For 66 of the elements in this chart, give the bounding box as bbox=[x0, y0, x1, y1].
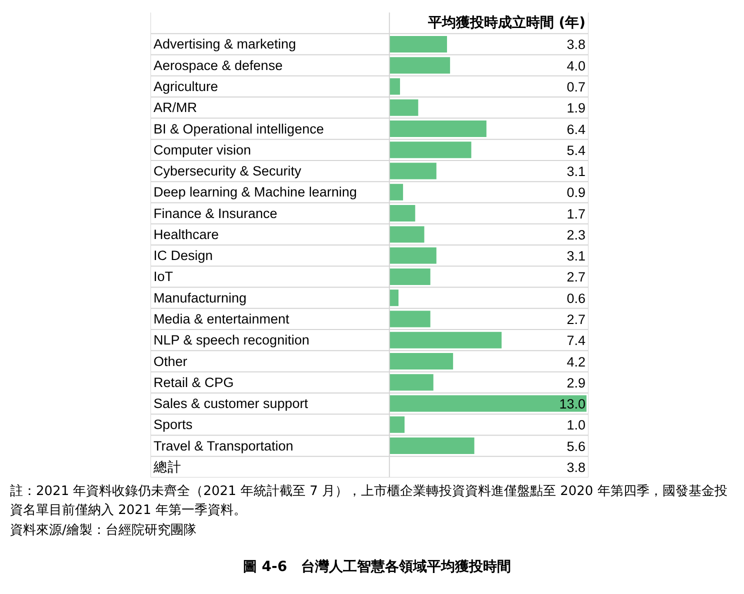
data-label: 1.7 bbox=[566, 206, 586, 222]
data-label: 2.9 bbox=[566, 375, 586, 390]
bar bbox=[389, 353, 454, 370]
data-label: 0.6 bbox=[566, 290, 586, 306]
y-tick-label: NLP & speech recognition bbox=[153, 332, 310, 348]
bar bbox=[389, 99, 418, 116]
y-tick-label: Other bbox=[153, 354, 188, 369]
y-tick-label: 總計 bbox=[152, 459, 182, 474]
y-tick-label: Travel & Transportation bbox=[153, 438, 294, 454]
data-label: 0.9 bbox=[566, 185, 586, 200]
y-tick-label: BI & Operational intelligence bbox=[153, 121, 324, 136]
bar bbox=[389, 162, 436, 180]
bar bbox=[389, 205, 416, 222]
bar bbox=[389, 184, 404, 200]
data-label: 2.7 bbox=[566, 270, 586, 285]
data-label: 3.1 bbox=[566, 164, 586, 180]
data-label: 4.0 bbox=[566, 58, 586, 74]
bar bbox=[389, 78, 400, 95]
data-label: 6.4 bbox=[566, 122, 586, 137]
y-tick-label: IoT bbox=[153, 269, 173, 284]
y-tick-label: Finance & Insurance bbox=[153, 206, 278, 221]
y-tick-label: Computer vision bbox=[153, 142, 252, 158]
text: 圖 4-6 台灣人工智慧各領域平均獲投時間 bbox=[242, 558, 512, 577]
y-tick-label: Retail & CPG bbox=[153, 374, 234, 390]
source-note: 資料來源/繪製：台經院研究團隊 bbox=[10, 522, 196, 540]
data-label: 2.7 bbox=[566, 312, 586, 327]
y-tick-label: AR/MR bbox=[153, 100, 198, 116]
data-label: 3.1 bbox=[566, 248, 586, 264]
bar bbox=[389, 374, 434, 391]
y-tick-label: Healthcare bbox=[153, 226, 219, 242]
y-tick-label: Media & entertainment bbox=[153, 311, 290, 326]
bar bbox=[389, 395, 587, 412]
y-tick-label: IC Design bbox=[153, 248, 213, 264]
bar bbox=[389, 226, 424, 243]
data-label: 0.7 bbox=[566, 79, 586, 94]
y-tick-label: Advertising & marketing bbox=[153, 36, 296, 52]
data-label: 7.4 bbox=[566, 333, 586, 348]
bar bbox=[389, 416, 405, 433]
bar bbox=[389, 142, 472, 158]
data-label: 13.0 bbox=[559, 396, 586, 412]
text: 註：2021 年資料收錄仍未齊全（2021 年統計截至 7 月），上市櫃企業轉投資資料進僅盤點至 2020 年第四季，國發基金投資名單目前僅納入 2021 年第一季資料。 bbox=[10, 483, 728, 520]
bar bbox=[389, 36, 448, 52]
data-label: 4.2 bbox=[566, 354, 586, 370]
data-label: 3.8 bbox=[566, 37, 586, 52]
bar bbox=[389, 247, 436, 264]
data-label: 1.0 bbox=[566, 418, 586, 433]
bar bbox=[389, 438, 474, 454]
y-tick-label: Sports bbox=[153, 417, 193, 432]
data-label: 1.9 bbox=[566, 100, 586, 116]
data-label: 5.6 bbox=[566, 438, 586, 454]
bar bbox=[389, 120, 486, 137]
data-label: 2.3 bbox=[566, 227, 586, 242]
data-label: 5.4 bbox=[566, 142, 586, 158]
y-tick-label: Deep learning & Machine learning bbox=[153, 184, 357, 200]
bar bbox=[389, 290, 399, 306]
bar bbox=[389, 332, 502, 348]
y-tick-label: Manufacturning bbox=[153, 290, 247, 306]
y-tick-label: Sales & customer support bbox=[153, 396, 308, 412]
bar bbox=[389, 268, 430, 285]
x-axis-title: 平均獲投時成立時間 (年) bbox=[426, 14, 586, 32]
bar bbox=[389, 310, 430, 328]
bar bbox=[389, 57, 450, 74]
text: 3.8 bbox=[566, 460, 586, 475]
y-tick-label: Agriculture bbox=[153, 78, 218, 94]
y-tick-label: Aerospace & defense bbox=[153, 58, 283, 73]
y-tick-label: Cybersecurity & Security bbox=[153, 164, 302, 179]
